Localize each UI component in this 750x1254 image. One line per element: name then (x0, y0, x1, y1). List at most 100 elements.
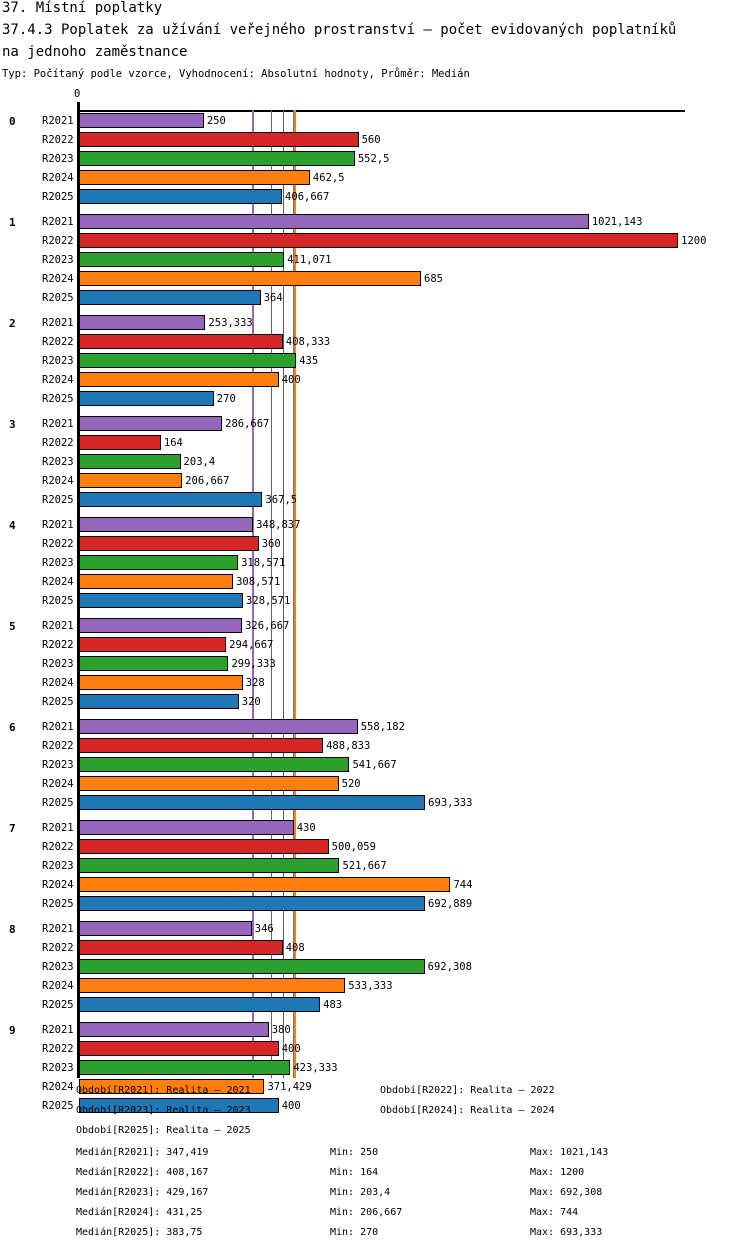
axis-zero-line (77, 110, 80, 1078)
bar[interactable] (79, 472, 183, 488)
bar-value-label: 692,889 (427, 897, 473, 910)
min-stat-label: Min: 270 (330, 1227, 379, 1238)
bar[interactable] (79, 453, 181, 469)
bar-value-label: 411,071 (287, 253, 332, 266)
bar[interactable] (79, 270, 422, 286)
series-row-label: R2025 (42, 796, 74, 809)
bar[interactable] (79, 775, 339, 791)
bar[interactable] (79, 719, 358, 734)
legend-entry-r2024[interactable]: Období[R2024]: Realita – 2024 (380, 1105, 555, 1116)
bar[interactable] (79, 214, 589, 229)
bar[interactable] (79, 1040, 279, 1056)
bar[interactable] (79, 592, 244, 608)
legend-entry-r2021[interactable]: Období[R2021]: Realita – 2021 (76, 1085, 251, 1096)
bar-value-label: 521,667 (342, 859, 387, 872)
bar[interactable] (79, 1022, 269, 1037)
bar[interactable] (79, 113, 204, 128)
bar[interactable] (79, 958, 425, 974)
max-stat-label: Max: 1021,143 (530, 1147, 609, 1158)
bar[interactable] (79, 996, 321, 1012)
bar-value-label: 253,333 (208, 317, 253, 329)
bar[interactable] (79, 674, 243, 690)
legend-entry-r2025[interactable]: Období[R2025]: Realita – 2025 (76, 1125, 251, 1136)
series-row-label: R2023 (42, 455, 74, 468)
bar-value-label: 408 (285, 941, 305, 954)
bar[interactable] (79, 169, 310, 185)
bar[interactable] (79, 289, 261, 305)
bar[interactable] (79, 876, 451, 892)
series-row-label: R2023 (42, 960, 74, 973)
series-row-label: R2022 (42, 436, 74, 449)
series-row-label: R2022 (42, 133, 74, 146)
bar[interactable] (79, 857, 340, 873)
bar[interactable] (79, 251, 285, 267)
bar-value-label: 308,571 (236, 575, 281, 588)
median-line-r2023 (293, 110, 295, 1078)
bar[interactable] (79, 939, 283, 955)
chart-plot-area: 0 0 R2021 250 R2022 560 R2023 552,5 R2024 462,5 R… (0, 88, 750, 1113)
series-row-label: R2021 (42, 1024, 74, 1036)
series-row-label: R2025 (42, 291, 74, 304)
min-stat-label: Min: 203,4 (330, 1187, 391, 1198)
bar[interactable] (79, 333, 283, 349)
bar[interactable] (79, 150, 355, 166)
chart-footer: Období[R2021]: Realita – 2021 Období[R202… (0, 1085, 750, 1254)
series-row-label: R2025 (42, 695, 74, 708)
series-row-label: R2022 (42, 537, 74, 550)
bar[interactable] (79, 1097, 279, 1113)
series-row-label: R2022 (42, 335, 74, 348)
bar[interactable] (79, 416, 223, 431)
median-stat-label: Medián[R2022]: 408,167 (76, 1167, 209, 1178)
group-label: 7 (9, 822, 16, 835)
series-row-label: R2023 (42, 859, 74, 872)
group-label: 5 (9, 620, 16, 633)
bar[interactable] (79, 535, 259, 551)
legend-entry-r2022[interactable]: Období[R2022]: Realita – 2022 (380, 1085, 555, 1096)
bar-value-label: 533,333 (348, 979, 393, 992)
series-row-label: R2023 (42, 657, 74, 670)
bar[interactable] (79, 554, 239, 570)
median-stat-label: Medián[R2021]: 347,419 (76, 1147, 209, 1158)
bar[interactable] (79, 390, 214, 406)
series-row-label: R2024 (42, 373, 74, 386)
bar[interactable] (79, 655, 229, 671)
bar-value-label: 483 (323, 998, 343, 1011)
bar-value-label: 1200 (681, 234, 707, 247)
page-title: 37. Místní poplatky (2, 0, 163, 16)
bar-value-label: 744 (453, 878, 473, 891)
bar[interactable] (79, 921, 252, 936)
bar[interactable] (79, 618, 243, 633)
bar[interactable] (79, 756, 350, 772)
group-label: 2 (9, 317, 16, 330)
bar[interactable] (79, 820, 294, 835)
series-row-label: R2021 (42, 317, 74, 329)
bar[interactable] (79, 693, 239, 709)
bar[interactable] (79, 977, 346, 993)
bar-value-label: 318,571 (241, 556, 286, 569)
bar[interactable] (79, 232, 679, 248)
bar[interactable] (79, 895, 425, 911)
bar[interactable] (79, 434, 161, 450)
bar[interactable] (79, 517, 254, 532)
series-row-label: R2021 (42, 216, 74, 228)
bar[interactable] (79, 315, 206, 330)
bar-value-label: 693,333 (428, 796, 473, 809)
bar[interactable] (79, 636, 227, 652)
bar-value-label: 320 (241, 695, 261, 708)
bar[interactable] (79, 188, 283, 204)
bar[interactable] (79, 838, 329, 854)
bar[interactable] (79, 737, 324, 753)
bar[interactable] (79, 794, 426, 810)
group-label: 1 (9, 216, 16, 229)
series-row-label: R2021 (42, 115, 74, 127)
bar[interactable] (79, 1078, 265, 1094)
bar-value-label: 500,059 (331, 840, 376, 853)
bar[interactable] (79, 352, 297, 368)
bar[interactable] (79, 573, 234, 589)
bar[interactable] (79, 131, 359, 147)
median-line-r2025 (270, 110, 272, 1078)
bar[interactable] (79, 491, 263, 507)
bar[interactable] (79, 1059, 291, 1075)
bar[interactable] (79, 371, 279, 387)
legend-entry-r2023[interactable]: Období[R2023]: Realita – 2023 (76, 1105, 251, 1116)
